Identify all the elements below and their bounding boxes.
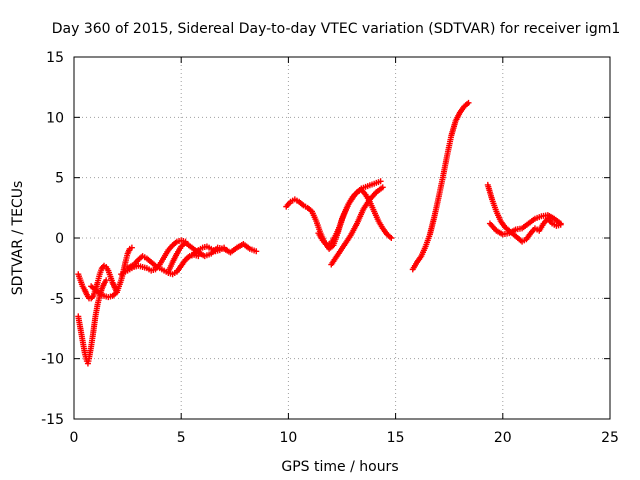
x-tick-label: 10 [279, 430, 297, 446]
data-point [377, 178, 384, 185]
series-arc5 [118, 237, 189, 278]
series-arc9 [315, 186, 395, 249]
series-arc10 [328, 184, 386, 268]
data-point [388, 235, 395, 241]
x-tick-label: 20 [494, 430, 512, 446]
plot-frame [73, 56, 611, 420]
data-point [221, 244, 228, 251]
x-tick-label: 15 [387, 430, 405, 446]
series-arc1 [75, 277, 110, 367]
series-arc12 [484, 181, 564, 245]
y-tick-label: 15 [46, 50, 64, 66]
series-arc7 [182, 243, 228, 263]
x-axis-label: GPS time / hours [281, 459, 398, 475]
data-point [253, 248, 260, 255]
chart-title: Day 360 of 2015, Sidereal Day-to-day VTE… [52, 21, 621, 37]
data-point [465, 99, 472, 106]
data-points [75, 99, 564, 367]
y-tick-labels: -15 -10 -5 0 5 10 15 [41, 50, 64, 428]
data-point [557, 220, 564, 227]
x-tick-labels: 0 5 10 15 20 25 [70, 430, 619, 446]
series-arc3 [88, 244, 135, 301]
y-axis-label: SDTVAR / TECUs [10, 181, 26, 296]
series-arc11 [409, 99, 472, 273]
grid-lines [74, 57, 610, 419]
data-point [103, 277, 110, 284]
y-tick-label: -5 [50, 291, 64, 307]
y-tick-label: -10 [41, 352, 64, 368]
y-tick-label: 10 [46, 110, 64, 126]
series-arc13 [486, 212, 564, 238]
data-point [379, 184, 386, 191]
x-tick-label: 0 [70, 430, 79, 446]
x-tick-label: 5 [177, 430, 186, 446]
y-tick-label: -15 [41, 412, 64, 428]
y-tick-label: 0 [55, 231, 64, 247]
data-point [89, 294, 96, 301]
x-tick-label: 25 [601, 430, 619, 446]
y-tick-label: 5 [55, 171, 64, 187]
data-point [128, 244, 135, 251]
